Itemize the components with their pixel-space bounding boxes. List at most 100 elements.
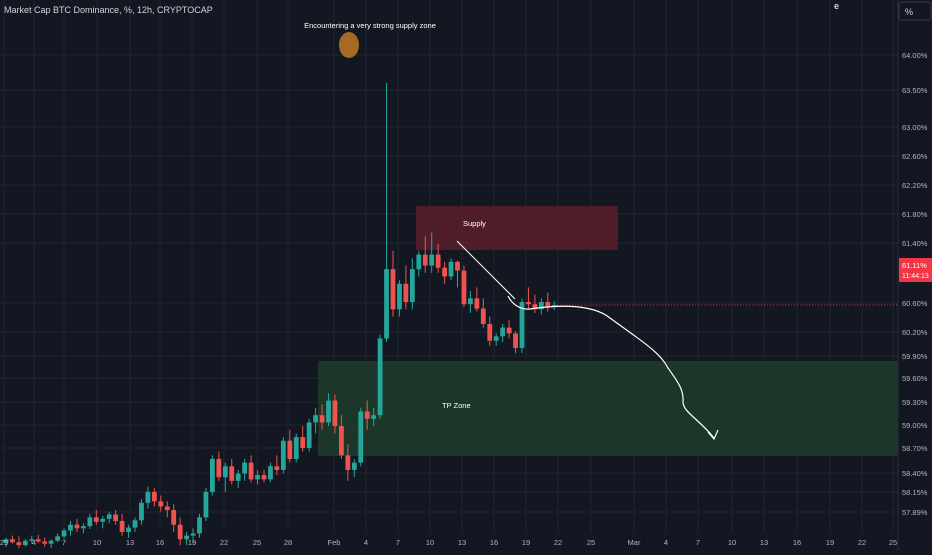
candle[interactable] <box>468 291 473 313</box>
tp-zone[interactable]: TP Zone <box>318 361 898 456</box>
candle[interactable] <box>274 455 280 476</box>
candle[interactable] <box>22 539 28 547</box>
candle[interactable] <box>106 511 112 524</box>
candle[interactable] <box>229 458 235 485</box>
candle[interactable] <box>403 265 409 310</box>
candle[interactable] <box>526 287 531 310</box>
candle[interactable] <box>319 404 325 430</box>
candle[interactable] <box>280 437 286 474</box>
candle[interactable] <box>513 331 518 354</box>
candle[interactable] <box>29 535 35 544</box>
candle[interactable] <box>287 429 293 463</box>
candle[interactable] <box>145 486 151 509</box>
candle[interactable] <box>132 517 138 532</box>
candle[interactable] <box>87 513 93 530</box>
candle[interactable] <box>448 258 454 281</box>
candle[interactable] <box>268 462 273 483</box>
candle[interactable] <box>293 433 299 463</box>
candle[interactable] <box>506 320 512 339</box>
candle[interactable] <box>197 513 202 538</box>
candle[interactable] <box>55 533 60 543</box>
candle[interactable] <box>248 455 254 483</box>
supply-zone[interactable]: Supply <box>416 206 618 250</box>
candle[interactable] <box>532 294 538 313</box>
candle[interactable] <box>113 510 119 525</box>
candle[interactable] <box>184 531 189 546</box>
candle[interactable] <box>48 539 54 549</box>
candle[interactable] <box>339 415 344 459</box>
candle[interactable] <box>151 488 157 507</box>
candle[interactable] <box>35 534 41 543</box>
candle[interactable] <box>377 334 383 419</box>
candle[interactable] <box>190 528 196 544</box>
candle[interactable] <box>345 444 351 481</box>
candle[interactable] <box>474 287 480 312</box>
candle[interactable] <box>313 407 318 434</box>
candle[interactable] <box>10 535 15 544</box>
candle[interactable] <box>261 469 267 483</box>
candle[interactable] <box>332 394 338 434</box>
candle[interactable] <box>74 518 80 532</box>
candle[interactable] <box>461 265 467 308</box>
supply-marker[interactable]: Encountering a very strong supply zone <box>304 21 436 58</box>
candle[interactable] <box>538 298 544 315</box>
candle[interactable] <box>235 469 241 489</box>
candle-body <box>261 475 267 480</box>
candle[interactable] <box>358 407 364 467</box>
candle[interactable] <box>300 426 306 452</box>
candle[interactable] <box>242 458 248 481</box>
candle[interactable] <box>81 523 86 534</box>
candle[interactable] <box>390 250 396 317</box>
candle[interactable] <box>429 232 435 273</box>
candle[interactable] <box>158 495 164 512</box>
candle[interactable] <box>493 333 499 346</box>
candle[interactable] <box>255 469 260 485</box>
candle[interactable] <box>422 236 428 273</box>
symbol-title[interactable]: Market Cap BTC Dominance, %, 12h, CRYPTO… <box>4 5 213 15</box>
candle[interactable] <box>203 488 209 522</box>
candle[interactable] <box>397 280 402 317</box>
candle[interactable] <box>42 537 48 547</box>
candle[interactable] <box>545 292 551 312</box>
x-tick-label: 22 <box>554 538 562 547</box>
candle[interactable] <box>216 451 222 481</box>
candle-body <box>203 491 209 518</box>
candle[interactable] <box>455 260 460 288</box>
candle[interactable] <box>364 400 370 430</box>
y-tick-label: 59.00% <box>902 421 928 430</box>
candle[interactable] <box>326 393 331 427</box>
candle[interactable] <box>306 418 312 452</box>
candle[interactable] <box>435 243 441 273</box>
candle[interactable] <box>519 298 525 354</box>
candle[interactable] <box>351 458 357 478</box>
candle[interactable] <box>171 504 177 532</box>
candle[interactable] <box>409 258 415 310</box>
candle[interactable] <box>210 455 215 496</box>
candle[interactable] <box>222 462 228 492</box>
candle-layer[interactable] <box>3 83 557 549</box>
candle[interactable] <box>68 521 73 536</box>
candle-body <box>10 539 15 543</box>
last-price-tag[interactable]: 61.11% 11:44:13 <box>899 258 932 282</box>
candle[interactable] <box>371 407 377 427</box>
candle[interactable] <box>384 83 389 343</box>
scale-toggle-button[interactable]: % <box>898 1 932 21</box>
candle[interactable] <box>16 536 22 549</box>
candle[interactable] <box>100 515 106 529</box>
candle[interactable] <box>119 513 125 536</box>
candle[interactable] <box>139 499 144 525</box>
candle[interactable] <box>480 298 486 328</box>
candle[interactable] <box>500 323 506 343</box>
candle[interactable] <box>416 250 422 277</box>
candle[interactable] <box>93 510 99 525</box>
candle[interactable] <box>61 528 67 540</box>
candle[interactable] <box>177 517 183 546</box>
candle[interactable] <box>487 316 493 346</box>
candle[interactable] <box>164 501 170 518</box>
candle[interactable] <box>3 537 9 547</box>
candle[interactable] <box>126 524 131 538</box>
candle[interactable] <box>442 261 447 284</box>
